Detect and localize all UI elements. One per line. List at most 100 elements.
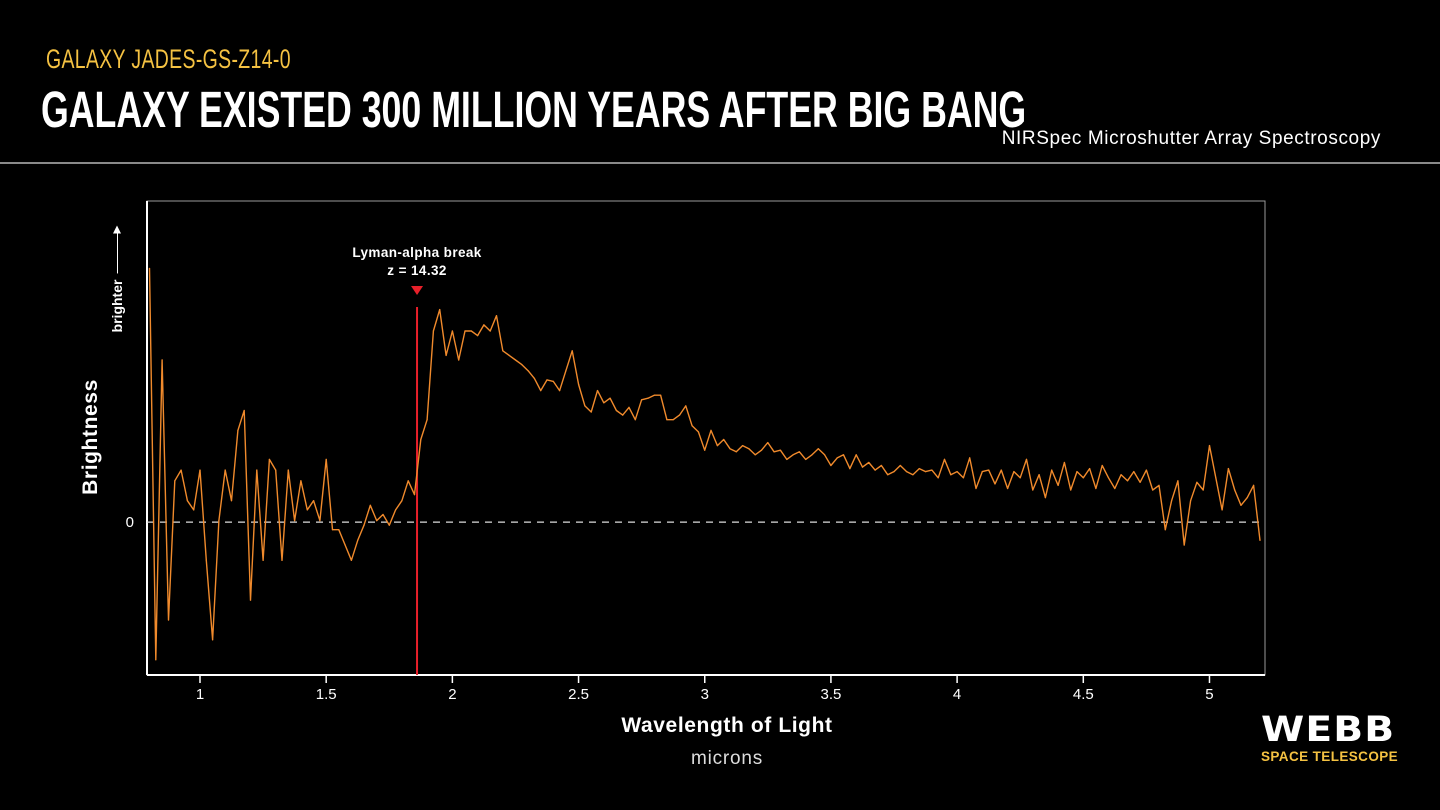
spectrum-point [1070, 489, 1072, 491]
spectrum-point [508, 354, 510, 356]
spectrum-point [224, 469, 226, 471]
spectrum-point [287, 469, 289, 471]
spectrum-point [1196, 481, 1198, 483]
axes: 1 1.5 2 2.5 3 3.5 4 4.5 5 0 [126, 200, 1266, 703]
spectrum-point [369, 504, 371, 506]
x-tick-label: 3 [701, 686, 709, 703]
spectrum-point [1114, 487, 1116, 490]
spectrum-point [395, 509, 397, 511]
spectrum-point [742, 445, 744, 447]
spectrum-point [1240, 504, 1242, 506]
spectrum-point [811, 454, 813, 456]
x-tick-label: 2 [448, 686, 456, 703]
spectrum-point [552, 380, 554, 382]
spectrum-point [767, 442, 769, 444]
lyman-alpha-annotation: Lyman-alpha break z = 14.32 [352, 245, 481, 675]
spectrum-point [899, 464, 901, 467]
x-tick-label: 1.5 [316, 686, 337, 703]
spectrum-point [300, 480, 302, 482]
x-tick-label: 5 [1205, 686, 1213, 703]
spectrum-point [1183, 544, 1185, 546]
spectrum-point [1025, 458, 1028, 460]
spectrum-point [697, 431, 700, 433]
spectrum-point [294, 520, 296, 522]
spectrum-point [925, 471, 927, 473]
spectrum-point [1089, 468, 1091, 470]
spectrum-point [918, 468, 920, 470]
spectrum-point [432, 330, 434, 332]
spectrum-point [565, 370, 567, 372]
spectrum-point [483, 324, 485, 326]
spectrum-point [1253, 484, 1255, 486]
spectrum-point [540, 390, 542, 392]
spectrum-point [1164, 529, 1166, 531]
spectrum-point [559, 390, 561, 392]
spectrum-point [748, 448, 750, 450]
annotation-redshift: z = 14.32 [387, 263, 447, 278]
x-axis-label: Wavelength of Light [621, 714, 833, 737]
spectrum-point [937, 477, 939, 479]
x-tick-label: 4 [953, 686, 961, 703]
spectrum-point [584, 405, 586, 407]
spectrum-point [357, 539, 359, 542]
spectrum-point [533, 377, 536, 379]
spectrum-point [249, 599, 252, 601]
spectrum-point [344, 544, 346, 546]
spectrum-point [1013, 471, 1015, 473]
x-tick-label: 4.5 [1073, 686, 1094, 703]
spectrum-point [495, 315, 498, 317]
spectrum-point [1057, 484, 1059, 486]
spectrum-point [817, 448, 819, 450]
spectrum-point [590, 411, 592, 413]
spectrum-point [1082, 477, 1084, 479]
spectrum-point [1234, 489, 1236, 491]
spectrum-point [678, 414, 681, 416]
spectrum-point [893, 471, 895, 473]
annotation-label: Lyman-alpha break [352, 245, 481, 260]
spectrum-point [275, 469, 277, 471]
spectrum-point [180, 469, 182, 471]
spectrum-point [615, 409, 618, 412]
spectrum-point [212, 639, 214, 641]
spectrum-point [546, 379, 548, 381]
spectrum-point [798, 451, 801, 453]
spectrum-point [1208, 445, 1211, 447]
plot-frame [146, 200, 1266, 676]
spectrum-point [407, 480, 409, 482]
spectrum-point [754, 454, 756, 456]
spectrum-point [470, 330, 472, 332]
spectrum-point [672, 419, 674, 421]
spectrum-point [426, 419, 428, 421]
spectrum-point [401, 500, 403, 502]
spectrum-point [1215, 477, 1217, 479]
galaxy-name: GALAXY JADES-GS-Z14-0 [46, 44, 291, 74]
spectrum-point [868, 461, 870, 464]
spectrum-point [760, 449, 763, 451]
spectrum-point [836, 457, 838, 459]
spectrum-point [1246, 497, 1248, 499]
spectrum-point [571, 350, 573, 352]
y-tick-label: 0 [126, 514, 134, 531]
arrow-up-icon [116, 227, 118, 274]
spectrum-point [319, 520, 321, 522]
spectrum-point [735, 451, 737, 453]
spectrum-point [1171, 500, 1173, 502]
spectrum-point [641, 399, 643, 401]
spectrum-point [647, 397, 649, 399]
spectrum-point [205, 559, 207, 561]
spectrum-point [1145, 469, 1147, 471]
spectrum-point [830, 464, 832, 467]
x-tick-label: 2.5 [568, 686, 589, 703]
spectrum-point [350, 559, 352, 561]
spectrum-point [779, 449, 782, 451]
spectrum-point [716, 445, 719, 447]
spectrum-point [1202, 489, 1204, 491]
spectrum-point [943, 458, 946, 460]
spectrum-point [237, 429, 239, 431]
spectrum-point [988, 469, 990, 471]
spectrum-point [527, 370, 529, 372]
spectrum-point [685, 405, 687, 407]
spectrum-point [243, 409, 245, 412]
spectrum-point [1076, 471, 1078, 473]
spectrum-point [338, 529, 340, 531]
